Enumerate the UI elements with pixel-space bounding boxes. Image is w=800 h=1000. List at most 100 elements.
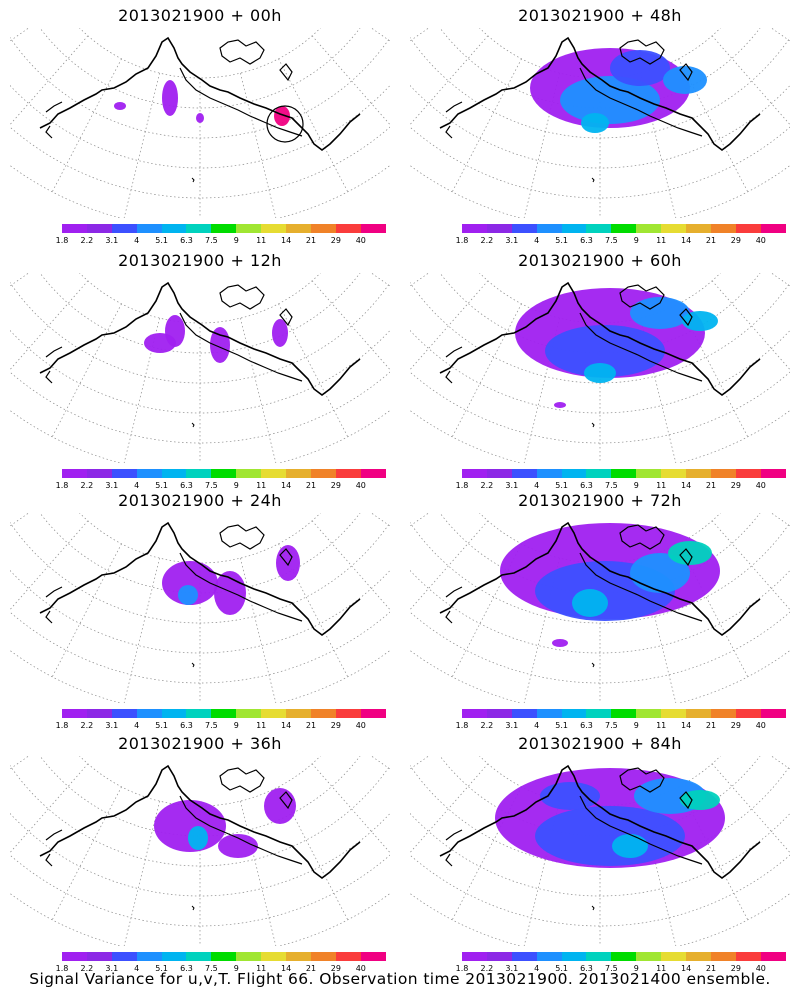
colorbar-labels: 1.8 2.2 3.1 4 5.1 6.3 7.5 9 11 14 21 29 40 — [52, 721, 372, 731]
latitude-gridline — [410, 569, 790, 654]
colorbar-label: 5.1 — [555, 481, 568, 490]
colorbar-swatch — [62, 224, 87, 233]
forecast-panel: 2013021900 + 84h 1.8 2.2 3.1 4 5.1 6.3 7.5 9 11 14… — [400, 728, 800, 973]
colorbar-label: 11 — [656, 964, 667, 973]
longitude-gridline — [451, 58, 522, 193]
colorbar-swatch — [360, 709, 386, 718]
longitude-gridline — [410, 520, 489, 611]
colorbar-label: 5.1 — [555, 236, 568, 245]
colorbar-label: 40 — [355, 721, 366, 730]
colorbar-swatch — [486, 469, 512, 478]
colorbar-label: 6.3 — [580, 481, 593, 490]
variance-region — [162, 80, 178, 116]
colorbar-label: 5.1 — [155, 481, 168, 490]
colorbar-swatch — [760, 224, 786, 233]
colorbar-label: 2.2 — [80, 721, 94, 730]
colorbar-label: 4 — [134, 721, 140, 730]
colorbar-labels: 1.8 2.2 3.1 4 5.1 6.3 7.5 9 11 14 21 29 40 — [452, 236, 772, 246]
colorbar-swatch — [310, 709, 336, 718]
colorbar-label: 5.1 — [155, 964, 168, 973]
colorbar-label: 1.8 — [455, 964, 469, 973]
arctic-islands — [219, 39, 293, 82]
colorbar-label: 21 — [305, 964, 317, 973]
coastline — [39, 281, 361, 396]
colorbar-swatch — [310, 952, 336, 961]
colorbar-label: 29 — [330, 964, 341, 973]
colorbar-label: 1.8 — [55, 236, 69, 245]
colorbar-swatch — [86, 469, 112, 478]
colorbar-swatch — [161, 469, 187, 478]
latitude-gridline — [79, 756, 321, 807]
colorbar-swatch — [360, 469, 386, 478]
variance-region — [178, 585, 198, 605]
arctic-islands — [619, 284, 693, 327]
colorbar-swatch — [261, 952, 287, 961]
variance-region — [218, 834, 258, 858]
colorbar-swatch — [462, 952, 487, 961]
colorbar-swatch — [360, 952, 386, 961]
colorbar-swatch — [86, 952, 112, 961]
colorbar-label: 9 — [233, 964, 239, 973]
variance-region — [581, 113, 609, 133]
colorbar-swatch — [286, 469, 311, 478]
colorbar-swatch — [236, 469, 262, 478]
colorbar-labels: 1.8 2.2 3.1 4 5.1 6.3 7.5 9 11 14 21 29 40 — [52, 964, 372, 974]
variance-region — [165, 315, 185, 347]
forecast-panel: 2013021900 + 72h 1.8 2.2 3.1 4 5.1 6.3 7.5 9 11 14… — [400, 485, 800, 730]
colorbar-swatch — [161, 952, 187, 961]
colorbar-label: 21 — [705, 481, 717, 490]
colorbar-swatch — [710, 952, 736, 961]
colorbar-label: 40 — [755, 481, 766, 490]
colorbar-swatch — [710, 469, 736, 478]
longitude-gridline — [10, 28, 30, 42]
coastline — [39, 521, 361, 636]
colorbar-label: 21 — [305, 481, 317, 490]
colorbar-swatch — [161, 709, 187, 718]
colorbar-label: 11 — [656, 236, 667, 245]
colorbar-label: 1.8 — [55, 964, 69, 973]
colorbar-swatch — [586, 952, 612, 961]
colorbar-label: 3.1 — [505, 481, 519, 490]
colorbar-swatch — [111, 224, 137, 233]
colorbar-label: 14 — [281, 236, 292, 245]
latitude-gridline — [10, 84, 390, 169]
colorbar-labels: 1.8 2.2 3.1 4 5.1 6.3 7.5 9 11 14 21 29 40 — [452, 481, 772, 491]
latitude-gridline — [10, 812, 390, 897]
colorbar-label: 9 — [633, 964, 639, 973]
figure-caption: Signal Variance for u,v,T. Flight 66. Ob… — [29, 970, 771, 988]
arctic-islands — [219, 767, 293, 810]
colorbar-label: 7.5 — [205, 964, 218, 973]
longitude-gridline — [711, 520, 790, 611]
variance-region — [535, 806, 685, 866]
longitude-gridline — [410, 280, 489, 371]
colorbar-swatch — [236, 224, 262, 233]
colorbar-label: 3.1 — [105, 721, 119, 730]
colorbar-swatch — [335, 224, 361, 233]
latitude-gridline — [79, 513, 321, 564]
colorbar-label: 9 — [233, 236, 239, 245]
colorbar-label: 1.8 — [455, 721, 469, 730]
longitude-gridline — [370, 513, 390, 527]
colorbar-label: 11 — [656, 481, 667, 490]
colorbar-swatch — [186, 469, 212, 478]
longitude-gridline — [370, 756, 390, 770]
colorbar-swatch — [462, 224, 487, 233]
colorbar-swatch — [686, 952, 711, 961]
variance-region — [114, 102, 126, 110]
colorbar-swatch — [310, 469, 336, 478]
longitude-gridline — [51, 303, 122, 438]
colorbar — [462, 469, 786, 478]
polar-map — [10, 273, 390, 463]
colorbar-swatch — [186, 224, 212, 233]
colorbar-label: 14 — [681, 236, 692, 245]
colorbar-label: 9 — [633, 236, 639, 245]
colorbar-swatch — [335, 469, 361, 478]
colorbar-swatch — [86, 224, 112, 233]
colorbar-label: 2.2 — [480, 721, 494, 730]
colorbar-swatch — [111, 709, 137, 718]
colorbar-swatch — [310, 224, 336, 233]
colorbar-label: 5.1 — [155, 236, 168, 245]
colorbar-label: 4 — [134, 481, 140, 490]
arctic-islands — [619, 39, 693, 82]
colorbar-labels: 1.8 2.2 3.1 4 5.1 6.3 7.5 9 11 14 21 29 40 — [452, 964, 772, 974]
